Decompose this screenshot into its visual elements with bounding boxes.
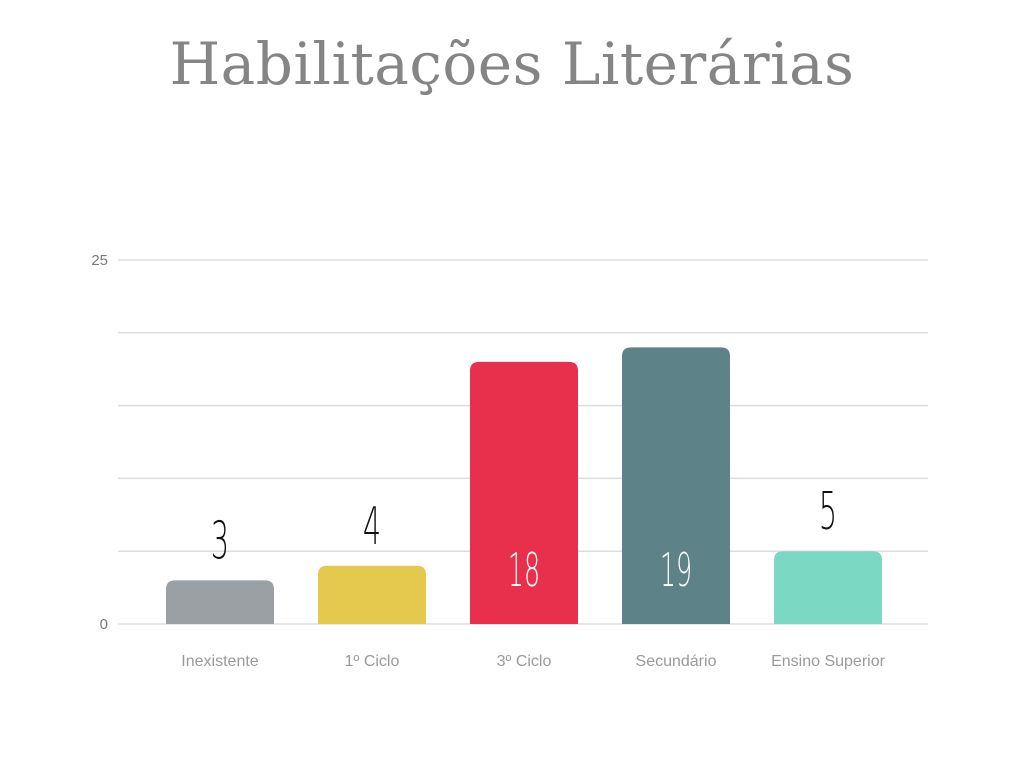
data-label: 3 — [211, 510, 229, 571]
chart-title: Habilitações Literárias — [169, 30, 855, 98]
data-label: 19 — [660, 544, 692, 597]
data-label: 4 — [363, 495, 381, 556]
data-label: 5 — [819, 481, 837, 542]
data-label: 18 — [508, 544, 540, 597]
bar — [318, 565, 426, 624]
x-tick-label: 3º Ciclo — [497, 653, 552, 670]
x-tick-label: Secundário — [636, 653, 717, 670]
x-tick-label: 1º Ciclo — [345, 653, 400, 670]
x-tick-label: Inexistente — [181, 653, 258, 670]
bar — [166, 580, 274, 624]
bar — [622, 347, 730, 624]
x-tick-label: Ensino Superior — [771, 653, 886, 670]
y-tick-label: 0 — [100, 616, 108, 633]
bar — [470, 361, 578, 624]
y-tick-label: 25 — [91, 252, 108, 269]
bar — [774, 551, 882, 624]
